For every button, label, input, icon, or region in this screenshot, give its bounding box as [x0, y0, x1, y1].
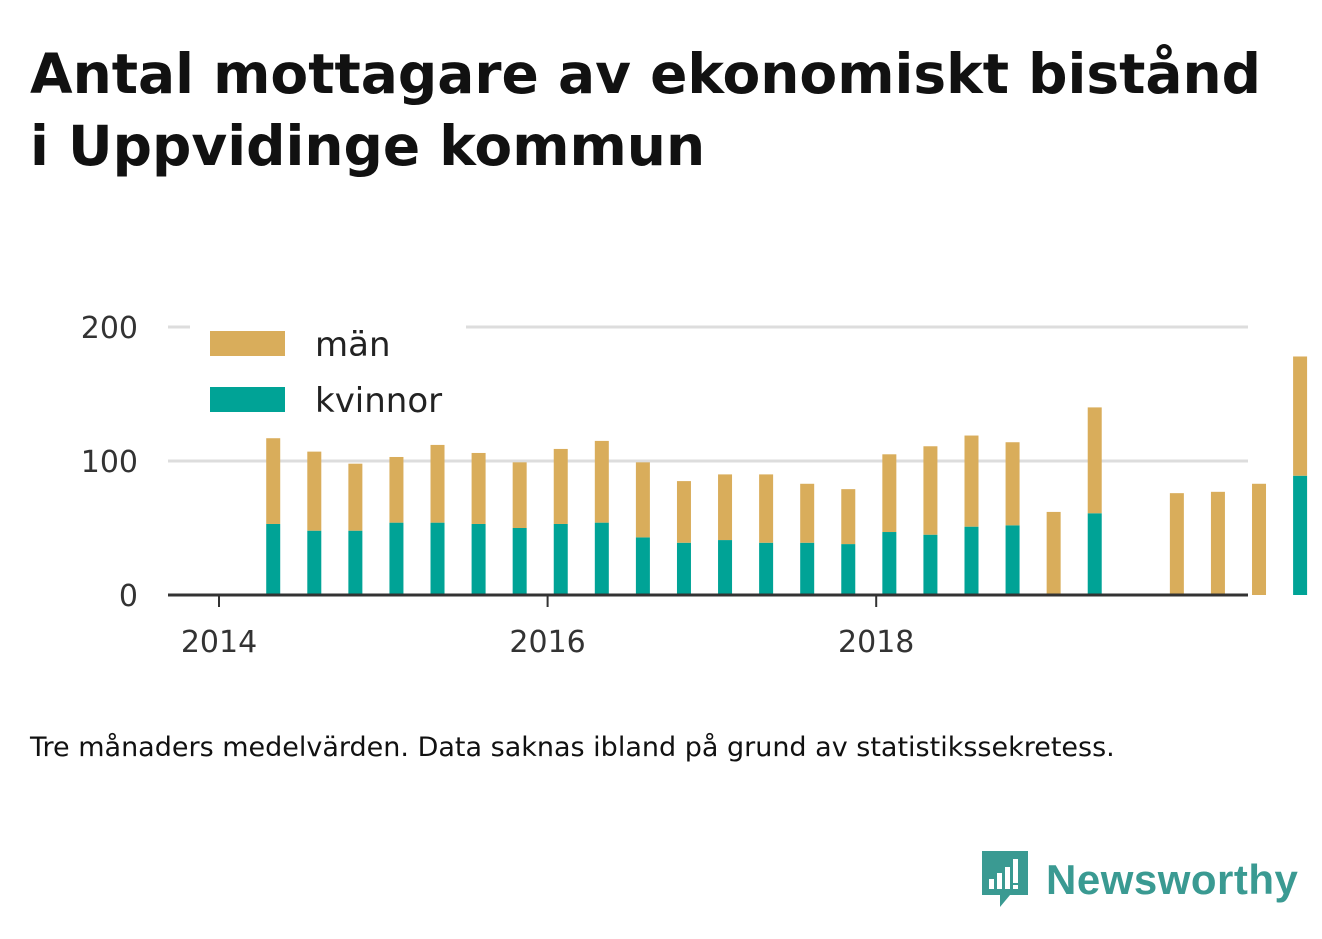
- bar-kvinnor: [964, 526, 979, 595]
- bar-kvinnor: [594, 522, 609, 595]
- bar-kvinnor: [307, 530, 322, 595]
- bar-kvinnor: [430, 522, 445, 595]
- bar-man: [759, 474, 774, 543]
- bar-kvinnor: [512, 528, 527, 595]
- bar-man: [1087, 407, 1102, 514]
- bar-man: [594, 440, 609, 523]
- legend-swatch: [210, 387, 285, 412]
- bar-kvinnor: [841, 544, 856, 595]
- bar-man: [512, 462, 527, 528]
- bar-man: [266, 438, 281, 524]
- bar-man: [676, 481, 691, 543]
- chart-title: Antal mottagare av ekonomiskt bistånd i …: [30, 38, 1300, 182]
- y-tick-label: 200: [81, 311, 138, 346]
- bar-man: [430, 444, 445, 523]
- legend: män kvinnor: [190, 320, 466, 432]
- bar-man: [1169, 493, 1184, 595]
- x-tick-label: 2018: [838, 625, 914, 660]
- bar-kvinnor: [1087, 513, 1102, 595]
- bar-man: [964, 435, 979, 527]
- chart-title-line-2: i Uppvidinge kommun: [30, 114, 706, 178]
- bar-man: [841, 489, 856, 545]
- brand-name: Newsworthy: [1046, 856, 1299, 903]
- axes: 0100200201420162018202120232025: [81, 311, 1248, 660]
- footnote: Tre månaders medelvärden. Data saknas ib…: [30, 732, 1115, 763]
- bars: [266, 356, 1308, 595]
- legend-label: kvinnor: [315, 381, 442, 421]
- bar-man: [1046, 511, 1061, 595]
- bar-man: [553, 448, 568, 524]
- bar-kvinnor: [389, 522, 404, 595]
- brand-logo: Newsworthy: [980, 848, 1298, 912]
- bar-man: [1252, 483, 1267, 595]
- newsworthy-logo-icon: [982, 851, 1028, 907]
- chart-title-line-1: Antal mottagare av ekonomiskt bistånd: [30, 42, 1262, 106]
- legend-label: män: [315, 325, 391, 365]
- bar-kvinnor: [1293, 475, 1308, 595]
- bar-man: [1210, 491, 1225, 595]
- bar-man: [882, 454, 897, 533]
- bar-man: [389, 456, 404, 523]
- bar-kvinnor: [1005, 525, 1020, 595]
- bar-kvinnor: [635, 537, 650, 595]
- y-tick-label: 0: [119, 579, 138, 614]
- bar-man: [718, 474, 733, 541]
- bar-kvinnor: [882, 532, 897, 595]
- bar-kvinnor: [800, 542, 815, 595]
- bar-man: [635, 462, 650, 538]
- bar-man: [923, 446, 938, 535]
- bar-kvinnor: [471, 523, 486, 595]
- bar-kvinnor: [553, 523, 568, 595]
- bar-man: [348, 463, 363, 531]
- bar-man: [307, 451, 322, 531]
- bar-kvinnor: [348, 530, 363, 595]
- bar-man: [800, 483, 815, 543]
- y-tick-label: 100: [81, 445, 138, 480]
- bar-kvinnor: [759, 542, 774, 595]
- x-tick-label: 2016: [509, 625, 585, 660]
- bar-man: [471, 452, 486, 524]
- x-tick-label: 2014: [181, 625, 257, 660]
- bar-kvinnor: [718, 540, 733, 595]
- bar-kvinnor: [676, 542, 691, 595]
- bar-kvinnor: [266, 523, 281, 595]
- bar-kvinnor: [923, 534, 938, 595]
- bar-man: [1293, 356, 1308, 476]
- bar-man: [1005, 442, 1020, 526]
- bar-chart: 0100200201420162018202120232025 mänkvinn…: [81, 311, 1308, 660]
- legend-swatch: [210, 331, 285, 356]
